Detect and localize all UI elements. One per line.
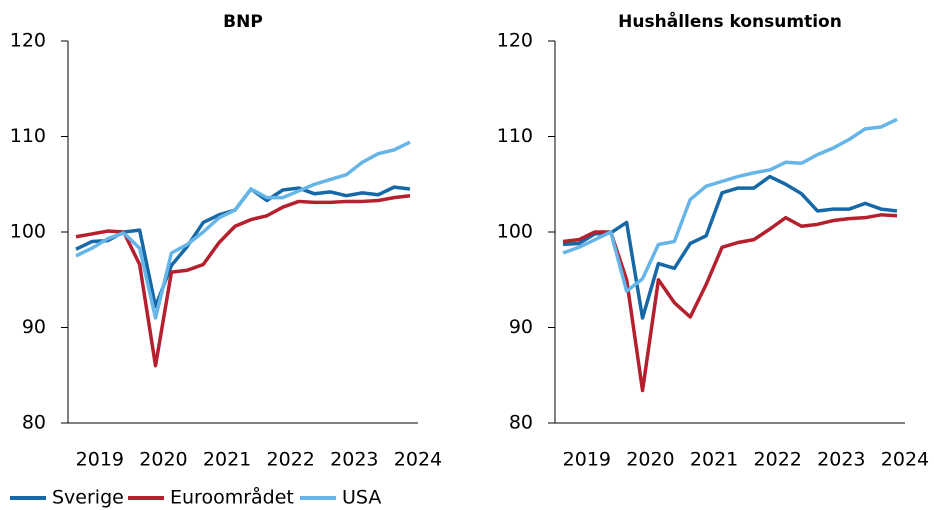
y-tick-label: 90 (22, 316, 46, 338)
x-tick-label: 2020 (626, 449, 674, 471)
legend-label: USA (342, 487, 381, 509)
x-tick-label: 2022 (267, 449, 315, 471)
y-tick-label: 90 (509, 316, 533, 338)
y-tick-label: 110 (497, 125, 533, 147)
series-line (75, 140, 411, 320)
x-tick-label: 2020 (139, 449, 187, 471)
y-tick-label: 120 (10, 30, 46, 52)
x-tick-label: 2022 (754, 449, 802, 471)
x-tick-label: 2019 (563, 449, 611, 471)
y-tick-label: 120 (497, 30, 533, 52)
chart-title: BNP (223, 12, 263, 32)
x-tick-label: 2019 (76, 449, 124, 471)
x-tick-label: 2023 (817, 449, 865, 471)
x-tick-label: 2024 (394, 449, 442, 471)
y-tick-label: 100 (10, 221, 46, 243)
x-tick-label: 2024 (881, 449, 929, 471)
y-tick-label: 80 (22, 412, 46, 434)
y-tick-label: 110 (10, 125, 46, 147)
x-tick-label: 2021 (203, 449, 251, 471)
y-tick-label: 80 (509, 412, 533, 434)
y-tick-label: 100 (497, 221, 533, 243)
x-tick-label: 2023 (330, 449, 378, 471)
legend-label: Euroområdet (170, 486, 294, 509)
legend-label: Sverige (52, 487, 124, 509)
series-line (562, 174, 898, 320)
chart-title: Hushållens konsumtion (618, 10, 842, 32)
series-line (75, 193, 411, 368)
x-tick-label: 2021 (690, 449, 738, 471)
series-line (562, 117, 898, 293)
series-line (75, 185, 411, 309)
